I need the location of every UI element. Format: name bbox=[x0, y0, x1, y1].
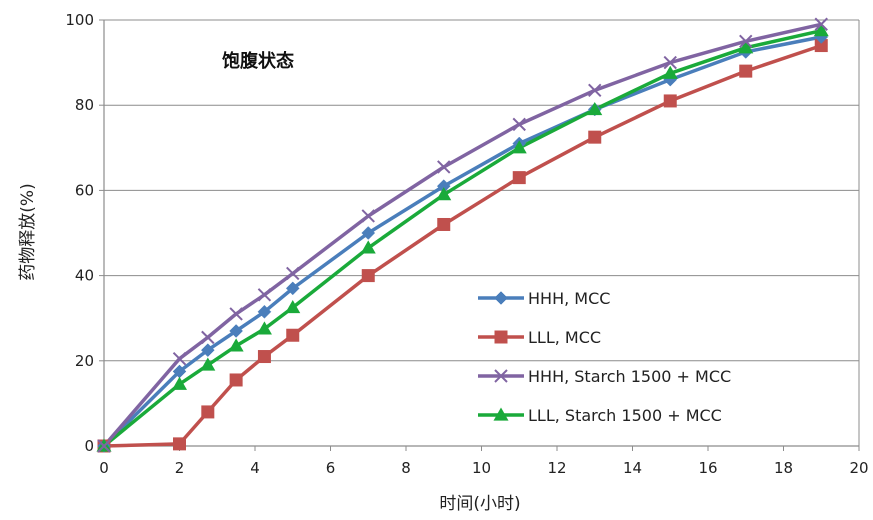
data-point bbox=[662, 65, 678, 79]
y-axis-label: 药物释放(%) bbox=[18, 183, 38, 280]
data-point bbox=[361, 269, 375, 283]
chart-annotation: 饱腹状态 bbox=[222, 50, 294, 72]
x-axis-label: 时间(小时) bbox=[439, 494, 520, 514]
legend: HHH, MCC LLL, MCC HHH, Starch 1500 + MCC LL… bbox=[478, 289, 731, 425]
x-tick-label: 0 bbox=[99, 459, 109, 477]
data-point bbox=[361, 226, 376, 240]
series-lines bbox=[96, 17, 829, 453]
x-tick-label: 14 bbox=[623, 459, 642, 477]
data-point bbox=[739, 64, 753, 78]
tick-labels: 0 20 40 60 80 100 0 2 4 6 8 10 12 14 16 18 20 bbox=[65, 11, 868, 477]
legend-marker bbox=[494, 330, 508, 344]
legend-entry: HHH, Starch 1500 + MCC bbox=[528, 367, 731, 386]
data-point bbox=[361, 209, 375, 223]
x-tick-label: 8 bbox=[401, 459, 411, 477]
data-point bbox=[813, 23, 829, 37]
data-point bbox=[286, 328, 300, 342]
data-point bbox=[588, 83, 602, 97]
y-tick-label: 100 bbox=[65, 11, 94, 29]
data-point bbox=[739, 34, 753, 49]
data-point bbox=[360, 240, 376, 254]
y-tick-label: 60 bbox=[75, 181, 94, 199]
y-tick-label: 20 bbox=[75, 352, 94, 370]
x-tick-label: 16 bbox=[698, 459, 717, 477]
data-point bbox=[285, 300, 301, 314]
data-point bbox=[437, 160, 451, 174]
data-point bbox=[587, 101, 603, 116]
x-tick-label: 2 bbox=[175, 459, 185, 477]
data-point bbox=[588, 130, 602, 144]
data-point bbox=[512, 117, 526, 132]
data-point bbox=[285, 281, 300, 296]
x-tick-label: 10 bbox=[472, 459, 491, 477]
grid-lines bbox=[104, 19, 860, 446]
legend-entry: LLL, Starch 1500 + MCC bbox=[528, 406, 722, 425]
data-point bbox=[257, 288, 272, 302]
data-point bbox=[172, 376, 187, 390]
legend-entry: HHH, MCC bbox=[528, 289, 610, 308]
data-point bbox=[286, 266, 300, 281]
data-point bbox=[437, 217, 451, 231]
x-tick-label: 4 bbox=[250, 459, 260, 477]
data-point bbox=[738, 40, 754, 54]
data-point bbox=[663, 55, 677, 70]
data-point bbox=[200, 357, 216, 371]
x-tick-label: 6 bbox=[326, 459, 336, 477]
data-point bbox=[97, 439, 111, 453]
x-tick-label: 20 bbox=[849, 459, 868, 477]
legend-marker bbox=[493, 407, 509, 421]
data-point bbox=[172, 351, 187, 366]
y-tick-label: 80 bbox=[75, 96, 94, 114]
data-point bbox=[228, 338, 244, 352]
x-tick-label: 18 bbox=[774, 459, 793, 477]
data-point bbox=[201, 405, 215, 419]
data-point bbox=[229, 373, 243, 387]
axes bbox=[99, 19, 860, 451]
data-point bbox=[512, 171, 526, 185]
y-tick-label: 0 bbox=[84, 437, 94, 455]
data-point bbox=[663, 94, 677, 108]
legend-marker bbox=[494, 369, 508, 383]
data-point bbox=[814, 39, 828, 53]
data-point bbox=[436, 187, 452, 201]
data-point bbox=[814, 17, 828, 31]
data-point bbox=[257, 350, 271, 364]
data-point bbox=[257, 304, 272, 319]
x-tick-label: 12 bbox=[547, 459, 566, 477]
data-point bbox=[511, 140, 527, 154]
data-point bbox=[173, 437, 186, 451]
data-point bbox=[256, 321, 272, 335]
legend-marker bbox=[494, 291, 508, 305]
legend-entry: LLL, MCC bbox=[528, 328, 601, 347]
data-point bbox=[200, 343, 215, 358]
data-point bbox=[201, 330, 215, 345]
y-tick-label: 40 bbox=[75, 267, 94, 285]
data-point bbox=[229, 324, 243, 338]
data-point bbox=[229, 307, 243, 321]
